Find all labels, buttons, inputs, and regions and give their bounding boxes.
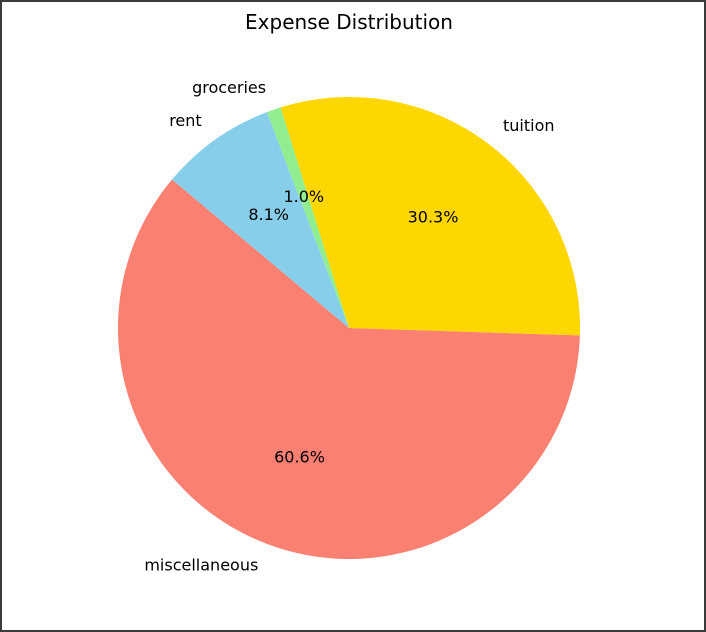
slice-label-miscellaneous: miscellaneous [144,555,258,574]
slice-label-groceries: groceries [192,78,266,97]
slice-percent-rent: 8.1% [248,205,289,224]
slice-label-tuition: tuition [503,116,555,135]
pie-labels: miscellaneous 60.6% tuition 30.3% groceries 1… [144,78,555,574]
slice-percent-miscellaneous: 60.6% [274,448,325,467]
slice-percent-groceries: 1.0% [283,187,324,206]
pie-slice-rent [172,112,349,328]
pie-slice-groceries [266,107,349,328]
chart-title: Expense Distribution [245,10,453,34]
pie-slices [117,97,580,560]
slice-percent-tuition: 30.3% [408,208,459,227]
slice-label-rent: rent [169,111,201,130]
pie-slice-tuition [280,97,580,336]
pie-slice-miscellaneous [117,179,580,560]
